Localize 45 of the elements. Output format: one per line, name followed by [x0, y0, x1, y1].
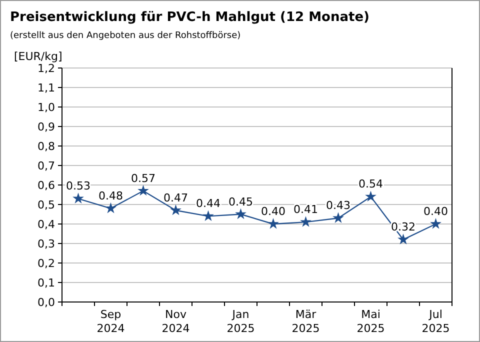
data-label: 0.43 — [326, 199, 350, 212]
y-tick-label: 0,7 — [38, 160, 55, 172]
point — [365, 190, 376, 202]
y-tick-label: 0,2 — [38, 257, 55, 270]
data-label: 0.40 — [424, 205, 448, 218]
data-label: 0.41 — [294, 203, 318, 216]
x-tick-label: Mai 2025 — [356, 308, 385, 335]
y-axis-title: [EUR/kg] — [14, 50, 62, 63]
data-label: 0.44 — [196, 197, 220, 210]
point — [138, 184, 149, 196]
point — [300, 216, 312, 227]
x-tick-label: Jan 2025 — [226, 308, 255, 335]
data-label: 0.48 — [98, 189, 123, 202]
data-label: 0.57 — [131, 172, 156, 185]
point — [202, 210, 214, 222]
x-tick-label: Mär 2025 — [292, 308, 320, 335]
data-label: 0.54 — [358, 178, 383, 191]
data-label: 0.40 — [261, 205, 286, 218]
y-tick-label: 0,3 — [38, 238, 55, 250]
x-tick-label: Sep 2024 — [96, 308, 125, 335]
x-tick-label: Jul 2025 — [422, 308, 450, 335]
point — [235, 208, 246, 220]
data-label: 0.47 — [164, 191, 188, 204]
point — [105, 202, 116, 214]
y-tick-label: 1,1 — [38, 82, 55, 94]
point — [72, 192, 84, 204]
y-tick-label: 0,1 — [38, 276, 55, 290]
data-label: 0.45 — [228, 195, 253, 208]
y-tick-label: 0,8 — [38, 140, 55, 153]
chart-title: Preisentwicklung für PVC-h Mahlgut (12 Monate) — [10, 10, 370, 25]
point — [398, 234, 409, 244]
point — [430, 218, 442, 229]
y-tick-label: 1,0 — [38, 101, 55, 114]
chart-subtitle: (erstellt aus den Angeboten aus der Rohstoffbörse) — [10, 31, 241, 41]
point — [332, 212, 344, 223]
point — [170, 204, 182, 216]
y-tick-label: 0,5 — [38, 198, 55, 212]
data-label: 0.53 — [66, 180, 90, 193]
y-tick-label: 0,9 — [38, 120, 55, 134]
y-tick-label: 0,4 — [38, 218, 55, 231]
point — [268, 218, 279, 229]
y-tick-label: 1,2 — [38, 62, 55, 75]
y-tick-label: 0,6 — [38, 179, 55, 192]
y-tick-label: 0,0 — [38, 296, 55, 309]
x-tick-label: Nov 2024 — [162, 308, 190, 335]
